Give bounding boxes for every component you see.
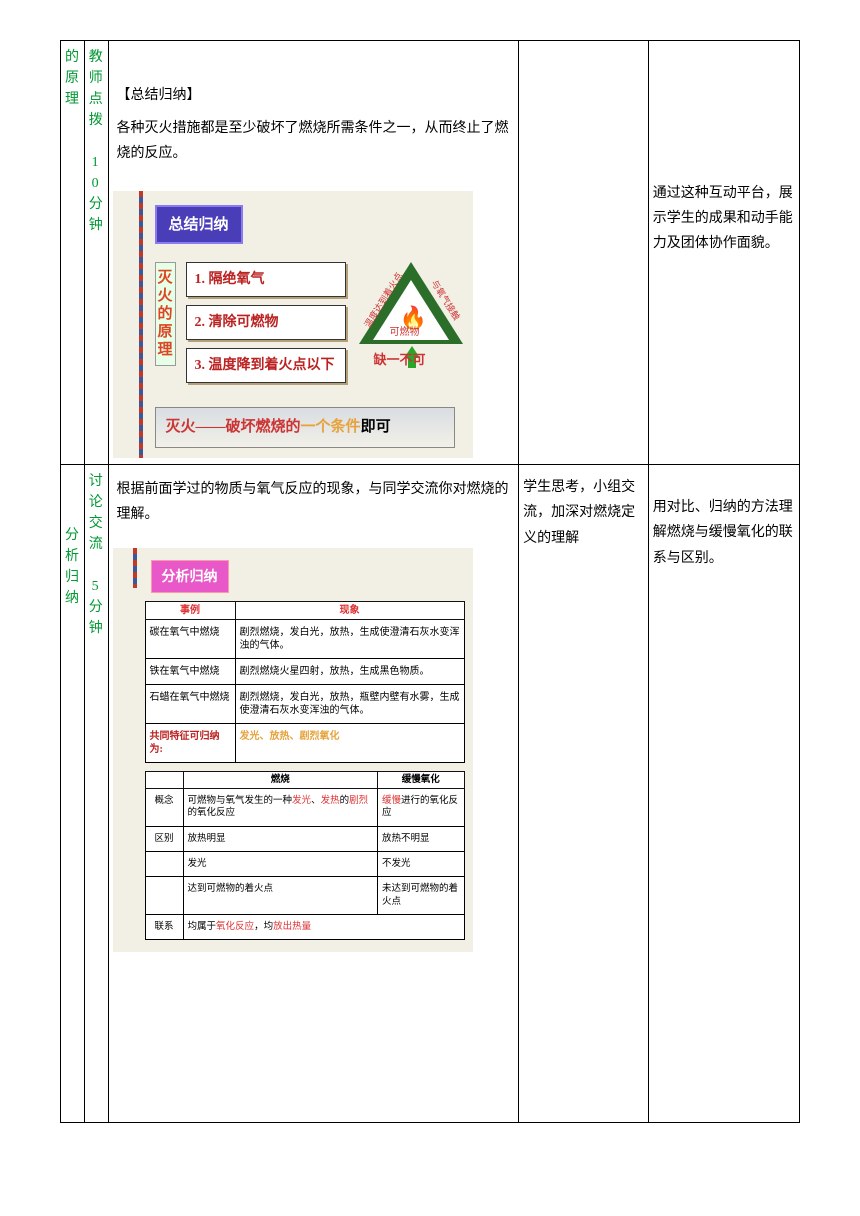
table-row: 联系均属于氧化反应，均放出热量	[145, 915, 464, 940]
col-header: 事例	[145, 601, 235, 619]
rule-item: 1. 隔绝氧气	[186, 262, 346, 297]
slide-badge: 分析归纳	[151, 560, 229, 593]
intro-text: 根据前面学过的物质与氧气反应的现象，与同学交流你对燃烧的理解。	[113, 471, 515, 533]
table-row: 的原理 教师点拨 10分钟 【总结归纳】 各种灭火措施都是至少破坏了燃烧所需条件…	[61, 41, 800, 465]
table-row: 达到可燃物的着火点未达到可燃物的着火点	[145, 877, 464, 915]
tri-base-label: 可燃物	[390, 324, 420, 342]
table-row: 区别放热明显放热不明显	[145, 826, 464, 851]
compare-table: 燃烧缓慢氧化 概念可燃物与氧气发生的一种发光、发热的剧烈的氧化反应缓慢进行的氧化…	[145, 771, 465, 941]
stage-label: 的原理	[61, 41, 85, 465]
fire-triangle: 🔥 温度达到着火点 与氧气接触 可燃物 缺一不可	[356, 262, 466, 370]
slide-conclusion: 灭火——破坏燃烧的一个条件即可	[155, 407, 455, 448]
summary-title: 【总结归纳】	[117, 83, 511, 108]
design-intent-cell: 通过这种互动平台，展示学生的成果和动手能力及团体协作面貌。	[648, 41, 799, 465]
rule-item: 3. 温度降到着火点以下	[186, 348, 346, 383]
decor-stripe	[133, 548, 137, 588]
content-cell: 根据前面学过的物质与氧气反应的现象，与同学交流你对燃烧的理解。 分析归纳 事例现…	[108, 465, 519, 1123]
footer-label: 共同特征可归纳为:	[145, 723, 235, 762]
slide-badge: 总结归纳	[155, 205, 243, 244]
student-activity-cell: 学生思考，小组交流，加深对燃烧定义的理解	[519, 465, 649, 1123]
design-intent-cell: 用对比、归纳的方法理解燃烧与缓慢氧化的联系与区别。	[648, 465, 799, 1123]
fire-principle-label: 灭火的原理	[155, 262, 176, 366]
rule-list: 1. 隔绝氧气 2. 清除可燃物 3. 温度降到着火点以下	[186, 262, 346, 392]
decor-stripe	[139, 191, 143, 459]
content-cell: 【总结归纳】 各种灭火措施都是至少破坏了燃烧所需条件之一，从而终止了燃烧的反应。…	[108, 41, 519, 465]
lesson-plan-table: 的原理 教师点拨 10分钟 【总结归纳】 各种灭火措施都是至少破坏了燃烧所需条件…	[60, 40, 800, 1123]
table-row: 石蜡在氧气中燃烧剧烈燃烧，发白光，放热，瓶壁内壁有水雾，生成使澄清石灰水变浑浊的…	[145, 684, 464, 723]
phenomena-table: 事例现象 碳在氧气中燃烧剧烈燃烧，发白光，放热，生成使澄清石灰水变浑浊的气体。铁…	[145, 601, 465, 763]
slide-analysis: 分析归纳 事例现象 碳在氧气中燃烧剧烈燃烧，发白光，放热，生成使澄清石灰水变浑浊…	[113, 548, 473, 953]
table-row: 铁在氧气中燃烧剧烈燃烧火星四射，放热，生成黑色物质。	[145, 658, 464, 684]
stage-label: 分析归纳	[61, 465, 85, 1123]
student-activity-cell	[519, 41, 649, 465]
col-header: 燃烧	[183, 771, 377, 788]
slide-summary: 总结归纳 灭火的原理 1. 隔绝氧气 2. 清除可燃物 3. 温度降到着火点以下…	[113, 191, 473, 459]
table-row: 发光不发光	[145, 852, 464, 877]
activity-label: 教师点拨 10分钟	[84, 41, 108, 465]
activity-label: 讨论交流 5分钟	[84, 465, 108, 1123]
rule-item: 2. 清除可燃物	[186, 305, 346, 340]
footer-value: 发光、放热、剧烈氧化	[235, 723, 464, 762]
caption: 缺一不可	[374, 348, 426, 371]
table-row: 分析归纳 讨论交流 5分钟 根据前面学过的物质与氧气反应的现象，与同学交流你对燃…	[61, 465, 800, 1123]
table-row: 碳在氧气中燃烧剧烈燃烧，发白光，放热，生成使澄清石灰水变浑浊的气体。	[145, 619, 464, 658]
col-header: 缓慢氧化	[377, 771, 464, 788]
table-row: 概念可燃物与氧气发生的一种发光、发热的剧烈的氧化反应缓慢进行的氧化反应	[145, 789, 464, 827]
col-header: 现象	[235, 601, 464, 619]
summary-text: 各种灭火措施都是至少破坏了燃烧所需条件之一，从而终止了燃烧的反应。	[117, 116, 511, 166]
